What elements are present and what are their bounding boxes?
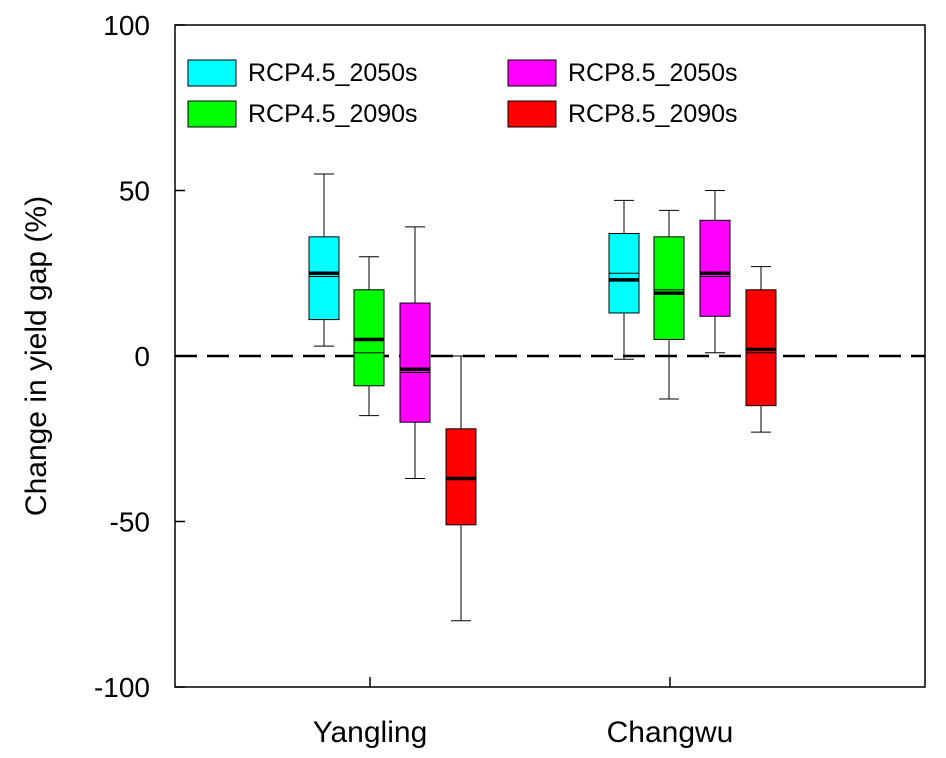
box-body [699, 219, 731, 317]
y-tick-label: -50 [110, 507, 150, 538]
legend-label: RCP8.5_2050s [568, 59, 738, 87]
box-RCP8.5_2090s-Changwu [745, 266, 777, 433]
box-body [399, 302, 431, 423]
box-body [308, 236, 340, 321]
x-tick-label: Changwu [607, 716, 734, 749]
box-RCP8.5_2050s-Yangling [399, 226, 431, 479]
y-tick-label: -100 [94, 672, 150, 703]
legend-swatch [507, 100, 557, 128]
box-RCP8.5_2050s-Changwu [699, 190, 731, 354]
box-RCP8.5_2090s-Yangling [445, 355, 477, 622]
y-tick-label: 50 [119, 176, 150, 207]
legend-label: RCP8.5_2090s [568, 100, 738, 128]
y-axis-title: Change in yield gap (%) [20, 196, 53, 516]
legend-swatch [187, 100, 237, 128]
legend-label: RCP4.5_2050s [248, 59, 418, 87]
legend-item: RCP4.5_2050s [187, 59, 418, 87]
box-RCP4.5_2050s-Yangling [308, 173, 340, 347]
y-axis: 100 50 0 -50 -100 [94, 10, 185, 703]
legend-item: RCP4.5_2090s [187, 100, 418, 128]
legend-swatch [187, 59, 237, 87]
box-series [308, 173, 777, 622]
legend-item: RCP8.5_2090s [507, 100, 738, 128]
legend: RCP4.5_2050s RCP4.5_2090s RCP8.5_2050s RCP8… [187, 59, 738, 128]
box-body [653, 236, 685, 340]
x-tick-label: Yangling [313, 716, 428, 749]
x-axis: Yangling Changwu [313, 677, 734, 749]
box-RCP4.5_2090s-Yangling [353, 256, 385, 417]
legend-swatch [507, 59, 557, 87]
legend-item: RCP8.5_2050s [507, 59, 738, 87]
box-RCP4.5_2050s-Changwu [608, 199, 640, 360]
y-tick-label: 100 [103, 10, 150, 41]
legend-label: RCP4.5_2090s [248, 100, 418, 128]
box-RCP4.5_2090s-Changwu [653, 209, 685, 400]
y-tick-label: 0 [134, 341, 150, 372]
